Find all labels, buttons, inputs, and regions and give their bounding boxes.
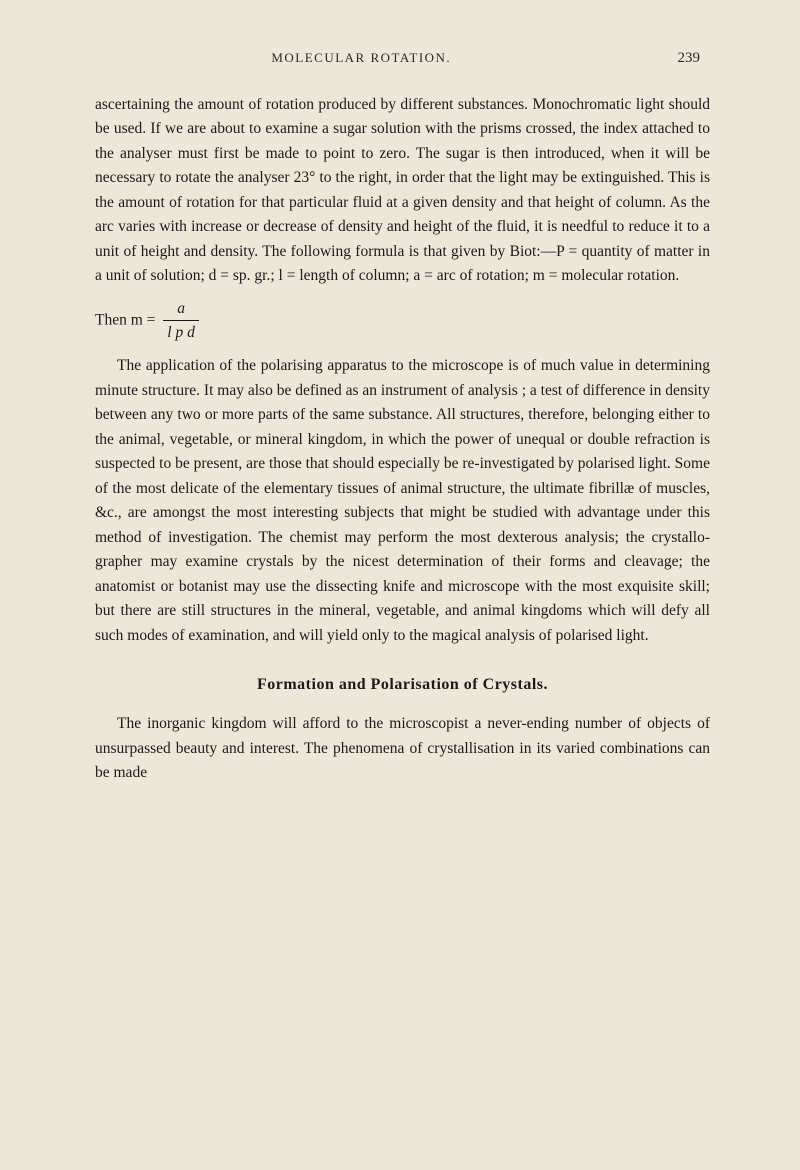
formula-denominator: l p d <box>163 321 199 344</box>
header-row: MOLECULAR ROTATION. 239 <box>95 50 710 67</box>
formula-fraction: a l p d <box>163 297 199 345</box>
paragraph-3: The inorganic kingdom will afford to the… <box>95 712 710 785</box>
paragraph-2: The application of the polarising appara… <box>95 354 710 648</box>
paragraph-1: ascertaining the amount of rotation prod… <box>95 93 710 289</box>
formula-line: Then m = a l p d <box>95 297 710 345</box>
page-container: MOLECULAR ROTATION. 239 ascertaining the… <box>0 0 800 1170</box>
section-heading: Formation and Polarisation of Crystals. <box>95 676 710 694</box>
running-header: MOLECULAR ROTATION. <box>105 50 618 66</box>
page-number: 239 <box>678 50 701 67</box>
formula-prefix: Then m = <box>95 311 159 328</box>
formula-numerator: a <box>163 297 199 321</box>
